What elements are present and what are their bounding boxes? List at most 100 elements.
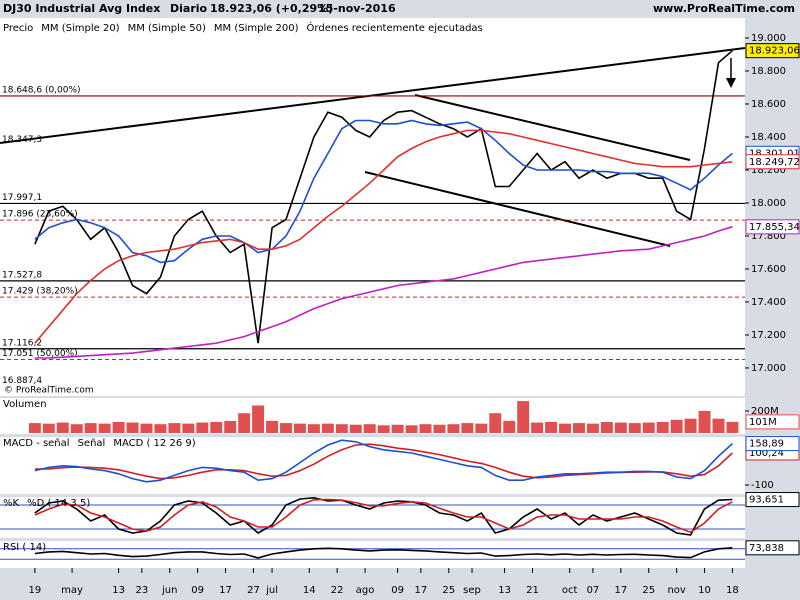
- volume-bar: [670, 419, 683, 433]
- volume-bar: [447, 424, 460, 433]
- level-label: 17.116,2: [2, 338, 42, 348]
- x-tick-label: sep: [463, 585, 481, 596]
- x-tick-label: oct: [562, 585, 578, 596]
- x-tick-label: 22: [331, 585, 344, 596]
- level-label: 17.051 (50,00%): [2, 349, 78, 359]
- x-tick-label: 09: [391, 585, 404, 596]
- volume-bar: [238, 413, 251, 433]
- last-value-label: 18.923,06: [749, 46, 800, 57]
- volume-bar: [224, 420, 237, 433]
- legend-note: Órdenes recientemente ejecutadas: [307, 21, 483, 34]
- level-label: 17.896 (23,60%): [2, 210, 78, 220]
- arrow-head: [726, 78, 736, 88]
- volume-bar: [642, 422, 655, 433]
- volume-bar: [349, 424, 362, 433]
- level-label: 18.648,6 (0,00%): [2, 85, 81, 95]
- volume-bar: [98, 423, 111, 433]
- volume-bar: [154, 424, 167, 433]
- x-tick-label: 27: [247, 585, 260, 596]
- y-tick-label: 18.200: [751, 165, 786, 176]
- legend-entry: %K: [3, 498, 20, 509]
- y-tick-label: 18.600: [751, 99, 786, 110]
- panel-title: MACD - señal: [3, 438, 70, 449]
- volume-bar: [363, 424, 376, 433]
- x-tick-label: 13: [498, 585, 511, 596]
- series-line: [34, 547, 733, 559]
- x-tick-label: nov: [667, 585, 685, 596]
- volume-bar: [600, 421, 613, 433]
- series-line: [34, 50, 733, 344]
- x-tick-label: 25: [442, 585, 455, 596]
- x-tick-label: 09: [191, 585, 204, 596]
- volume-bar: [293, 423, 306, 433]
- level-label: 17.429 (38,20%): [2, 287, 78, 297]
- legend-entry: Precio: [3, 23, 33, 34]
- x-tick-label: 19: [29, 585, 42, 596]
- x-tick-label: may: [61, 585, 83, 596]
- last-value-label: 18.301,01: [749, 148, 800, 159]
- level-label: 16.887,4: [2, 376, 42, 386]
- last-value-label: 93,651: [749, 495, 784, 506]
- volume-bar: [433, 424, 446, 433]
- volume-bar: [335, 424, 348, 433]
- x-tick-label: 07: [587, 585, 600, 596]
- volume-bar: [573, 423, 585, 433]
- legend-entry: %D ( 14 3 5): [27, 498, 90, 509]
- y-tick-label: 18.800: [751, 66, 786, 77]
- last-value-label: 100,24: [749, 448, 784, 459]
- volume-bar: [628, 423, 641, 433]
- volume-bar: [614, 422, 627, 433]
- price-panel: [0, 18, 745, 396]
- site: www.ProRealTime.com: [653, 2, 795, 15]
- volume-bar: [586, 423, 599, 433]
- last-value-label: 158,89: [749, 439, 784, 450]
- volume-bar: [56, 422, 69, 433]
- volume-bar: [517, 401, 530, 433]
- period: Diario: [170, 2, 208, 15]
- volume-bar: [391, 424, 404, 433]
- series-line: [34, 129, 733, 344]
- volume-bar: [182, 423, 195, 433]
- x-tick-label: ago: [356, 585, 375, 596]
- last-value-label: 101M: [749, 417, 777, 428]
- volume-bar: [126, 422, 139, 433]
- volume-bar: [140, 423, 153, 433]
- volume-bar: [684, 418, 697, 433]
- x-tick-label: 17: [414, 585, 427, 596]
- volume-bar: [712, 418, 725, 433]
- last-value-box: [745, 540, 800, 556]
- legend-entry: MM (Simple 50): [128, 23, 206, 34]
- x-tick-label: jul: [265, 585, 278, 596]
- volume-bar: [503, 420, 516, 433]
- volume-bar: [656, 421, 669, 433]
- volume-bar: [545, 421, 558, 433]
- volume-bar: [461, 423, 474, 433]
- volume-bar: [28, 423, 41, 433]
- y-tick-label: 17.200: [751, 330, 786, 341]
- volume-bar: [489, 413, 502, 433]
- volume-bar: [531, 422, 544, 433]
- last-value-box: [745, 219, 800, 235]
- level-label: 17.527,8: [2, 270, 42, 280]
- volume-bar: [168, 423, 181, 433]
- volume-bar: [321, 423, 334, 433]
- volume-bar: [559, 423, 572, 433]
- x-tick-label: 23: [135, 585, 148, 596]
- y-tick-label: 17.800: [751, 231, 786, 242]
- y-tick-label: 17.600: [751, 264, 786, 275]
- volume-bar: [112, 421, 125, 433]
- y-tick-label: 19.000: [751, 33, 786, 44]
- x-tick-label: 18: [726, 585, 739, 596]
- y-tick-label: -100: [751, 480, 774, 491]
- channel-bottom: [364, 171, 671, 247]
- x-tick-label: 17: [614, 585, 627, 596]
- last-value-box: [745, 492, 800, 508]
- volume-bar: [726, 421, 739, 433]
- series-line: [34, 226, 733, 359]
- y-tick-label: 18.000: [751, 198, 786, 209]
- volume-bar: [307, 424, 320, 433]
- series-line: [34, 498, 733, 534]
- last-value-box: [745, 43, 800, 59]
- x-tick-label: 14: [303, 585, 316, 596]
